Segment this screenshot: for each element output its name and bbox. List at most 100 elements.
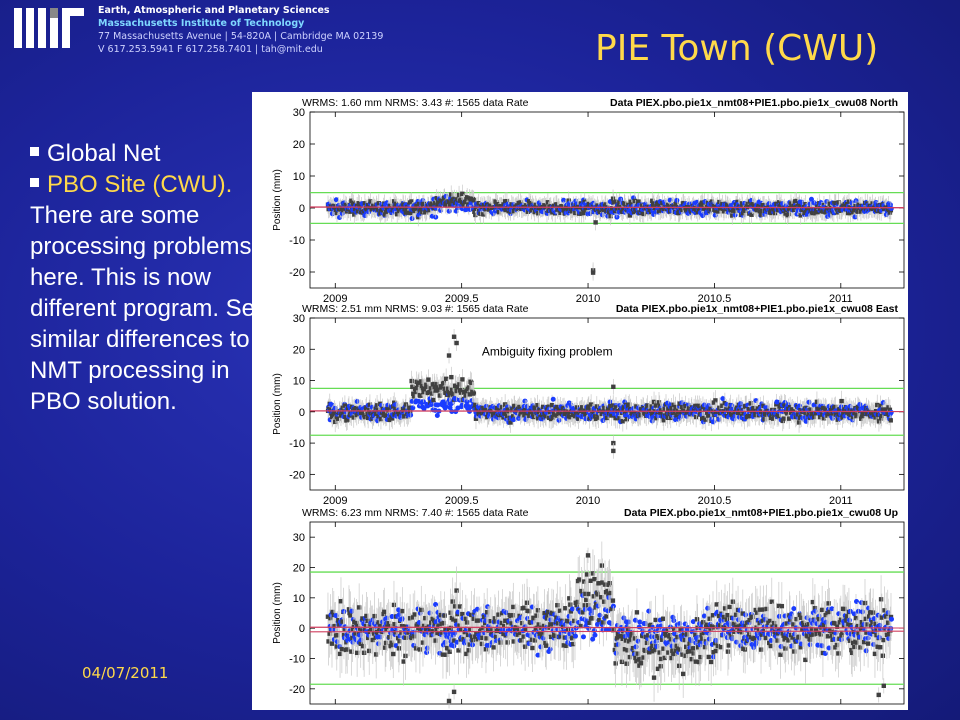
point-series-b: [720, 396, 726, 402]
point-series-b: [590, 636, 596, 642]
point-series-a: [460, 377, 465, 382]
point-series-a: [661, 418, 666, 423]
point-series-a: [876, 419, 882, 424]
x-tick-label: 2011: [829, 709, 853, 710]
point-series-a: [439, 630, 445, 635]
point-series-a: [401, 659, 406, 664]
point-series-a: [351, 201, 356, 206]
point-series-a: [390, 416, 395, 421]
point-series-a: [621, 207, 626, 213]
point-series-a: [651, 399, 657, 405]
point-series-a: [821, 416, 827, 421]
point-series-b: [421, 406, 427, 412]
point-series-a: [403, 653, 408, 659]
point-series-a: [464, 388, 470, 394]
point-series-b: [389, 614, 395, 620]
point-series-a: [533, 406, 538, 411]
point-series-b: [547, 646, 553, 652]
point-series-a: [639, 203, 645, 208]
x-tick-label: 2010.5: [698, 495, 732, 507]
point-series-a: [367, 407, 372, 413]
point-series-a: [697, 403, 702, 409]
y-tick-label: -10: [289, 438, 305, 450]
point-series-a: [457, 604, 463, 609]
point-series-a: [791, 207, 797, 213]
point-series-a: [749, 212, 754, 217]
point-series-a: [674, 200, 679, 206]
point-series-a: [741, 210, 746, 216]
point-series-a: [524, 600, 530, 605]
point-series-a: [717, 199, 722, 205]
point-series-a: [511, 208, 517, 214]
point-series-a: [414, 379, 419, 384]
point-series-a: [340, 619, 345, 624]
point-series-a: [416, 623, 422, 628]
point-series-a: [483, 647, 489, 652]
point-series-a: [757, 209, 763, 214]
point-series-a: [586, 404, 592, 409]
stats-text: WRMS: 2.51 mm NRMS: 9.03 #: 1565 data Ra…: [302, 303, 529, 315]
point-series-a: [566, 619, 571, 624]
point-series-b: [433, 602, 439, 608]
point-series-a: [544, 616, 550, 621]
point-series-a: [511, 604, 516, 610]
point-series-b: [738, 401, 744, 407]
point-series-a: [399, 623, 405, 629]
point-series-a: [403, 210, 409, 215]
point-series-b: [674, 197, 680, 203]
point-series-a: [588, 578, 593, 583]
point-series-a: [671, 402, 676, 407]
point-series-a: [482, 204, 488, 209]
bullet-square-icon: [30, 178, 39, 188]
point-series-a: [512, 403, 517, 409]
contact-line: V 617.253.5941 F 617.258.7401 | tah@mit.…: [98, 44, 323, 55]
point-series-a: [546, 609, 551, 615]
point-series-a: [465, 632, 471, 638]
point-series-a: [846, 199, 852, 204]
point-series-a: [622, 201, 628, 207]
point-series-a: [353, 631, 358, 636]
point-series-a: [387, 634, 392, 640]
point-series-a: [543, 640, 548, 646]
x-tick-label: 2009.5: [445, 709, 479, 710]
y-tick-label: 20: [293, 344, 305, 356]
address-line: 77 Massachusetts Avenue | 54-820A | Camb…: [98, 31, 384, 42]
point-series-a: [464, 195, 470, 200]
point-series-a: [555, 404, 560, 410]
point-series-a: [383, 410, 388, 416]
point-series-a: [634, 404, 639, 409]
point-series-a: [448, 391, 453, 396]
point-series-b: [329, 402, 335, 408]
point-series-b: [888, 409, 894, 415]
point-series-a: [786, 211, 791, 217]
point-series-a: [409, 378, 414, 384]
point-series-a: [788, 201, 794, 206]
point-series-a: [358, 410, 364, 416]
point-series-a: [493, 619, 498, 624]
point-series-a: [742, 208, 748, 213]
point-series-a: [340, 405, 345, 410]
point-series-a: [748, 401, 753, 406]
y-tick-label: 20: [293, 563, 305, 575]
point-series-a: [374, 411, 379, 416]
point-series-a: [368, 199, 373, 204]
point-series-a: [740, 203, 745, 209]
point-series-a: [608, 213, 613, 219]
point-series-a: [428, 386, 433, 391]
point-series-a: [371, 631, 377, 636]
point-series-a: [382, 645, 388, 650]
point-series-a: [713, 398, 718, 403]
point-series-a: [673, 404, 678, 410]
point-series-a: [476, 618, 482, 623]
point-series-a: [445, 386, 451, 391]
point-series-a: [454, 388, 459, 394]
point-series-b: [511, 417, 517, 423]
point-series-a: [367, 402, 373, 407]
point-series-a: [442, 613, 447, 618]
point-series-a: [608, 403, 613, 409]
point-series-a: [348, 209, 353, 214]
point-series-a: [855, 209, 861, 214]
department-name: Earth, Atmospheric and Planetary Science…: [98, 5, 330, 16]
point-series-a: [354, 650, 360, 656]
point-series-b: [803, 418, 809, 424]
